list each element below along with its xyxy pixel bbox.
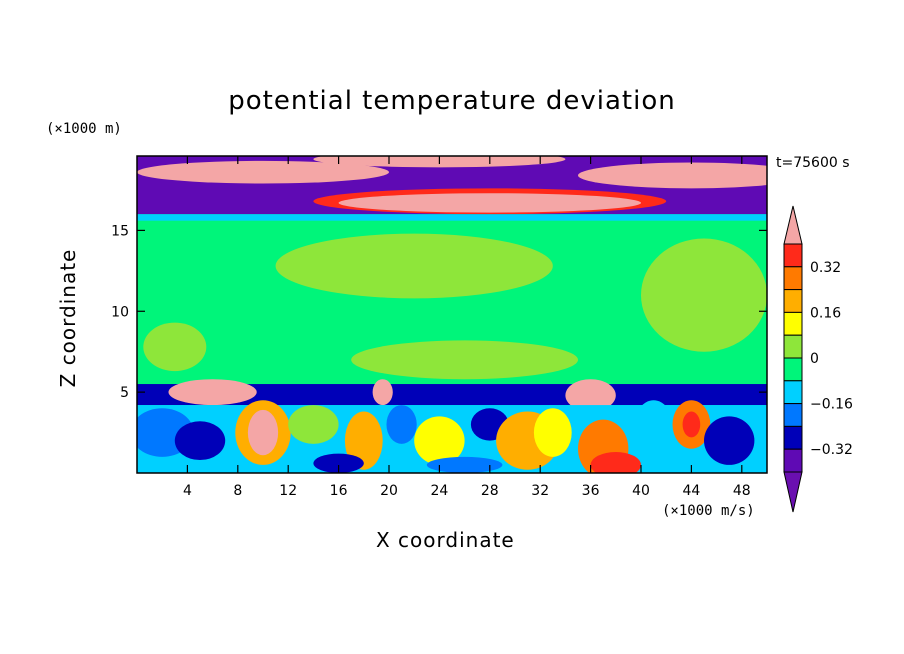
weak-positive-region [351,340,578,380]
turbulent-eddy [386,405,417,444]
colorbar-label: 0.16 [810,305,841,321]
colorbar-max-extension [783,205,803,245]
turbulent-eddy [414,416,465,465]
x-tick-label: 36 [582,483,600,499]
x-tick-label: 48 [733,483,751,499]
colorbar-label: −0.32 [810,442,853,458]
positive-patch [372,379,393,406]
colorbar: 0.32 0.16 0 −0.16 −0.32 [783,205,853,513]
y-tick-label: 15 [111,223,129,239]
x-tick-label: 20 [380,483,398,499]
turbulent-eddy [533,408,572,457]
colorbar-segment [783,448,803,473]
x-unit-label: (×1000 m/s) [662,503,755,519]
x-tick-label: 16 [330,483,348,499]
x-tick-label: 40 [632,483,650,499]
colorbar-segment [783,357,803,382]
x-tick-label: 32 [531,483,549,499]
colorbar-segment [783,334,803,359]
turbulent-eddy [344,411,383,470]
colorbar-label: 0.32 [810,260,841,276]
y-tick-label: 5 [120,385,129,401]
turbulent-eddy [682,411,701,438]
time-label: t=75600 s [776,155,850,171]
colorbar-label: −0.16 [810,397,853,413]
colorbar-segment [783,311,803,336]
colorbar-segment [783,243,803,268]
colorbar-segment [783,289,803,313]
turbulent-eddy [426,456,503,473]
turbulent-eddy [704,416,755,465]
turbulent-eddy [247,409,279,456]
y-axis: 5 10 15 [111,223,767,401]
upper-positive-band [578,162,767,189]
upper-positive-band [137,160,389,184]
turbulent-eddy [590,451,641,473]
plot-frame [136,155,768,474]
transition-layer [137,214,767,221]
contour-field [137,156,767,473]
upper-positive-band [338,193,641,213]
x-tick-label: 12 [279,483,297,499]
x-axis: 4 8 12 16 20 24 28 32 36 40 44 48 [183,156,751,499]
x-tick-label: 24 [430,483,448,499]
weak-positive-region [275,233,553,299]
turbulent-eddy [288,405,339,444]
turbulent-eddy [174,421,226,461]
weak-positive-region [641,238,767,352]
weak-positive-region [143,322,207,372]
x-axis-label: X coordinate [376,528,515,552]
turbulent-eddy [313,453,364,473]
x-tick-label: 4 [183,483,192,499]
colorbar-segment [783,425,803,450]
x-tick-label: 44 [682,483,700,499]
colorbar-segment [783,266,803,291]
chart-title: potential temperature deviation [228,86,676,116]
colorbar-segment [783,380,803,405]
turbulent-eddy [634,400,673,449]
x-tick-label: 8 [233,483,242,499]
colorbar-min-extension [783,471,803,513]
x-tick-label: 28 [481,483,499,499]
y-tick-label: 10 [111,304,129,320]
colorbar-label: 0 [810,351,819,367]
positive-patch [565,379,616,412]
z-unit-label: (×1000 m) [46,121,122,137]
colorbar-segment [783,403,803,427]
positive-patch [168,379,257,406]
